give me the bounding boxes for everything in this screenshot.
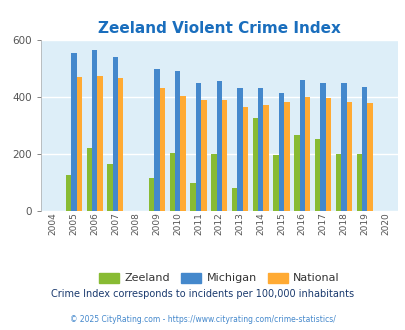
Bar [278,93,284,211]
Bar [231,188,237,211]
Bar [252,118,258,211]
Bar [154,69,159,211]
Bar [107,164,113,211]
Bar [118,78,123,211]
Bar [263,105,268,211]
Bar [273,154,278,211]
Bar [190,182,195,211]
Bar [356,154,361,211]
Bar [77,77,82,211]
Bar [211,154,216,211]
Bar [367,103,372,211]
Bar [299,80,304,211]
Bar [346,102,351,211]
Bar [320,83,325,211]
Bar [200,100,206,211]
Bar [169,152,175,211]
Bar [325,98,330,211]
Bar [113,57,118,211]
Bar [258,88,263,211]
Bar [304,97,310,211]
Bar [335,154,340,211]
Bar [284,102,289,211]
Text: Crime Index corresponds to incidents per 100,000 inhabitants: Crime Index corresponds to incidents per… [51,289,354,299]
Bar [314,139,320,211]
Bar [361,87,367,211]
Bar [92,50,97,211]
Legend: Zeeland, Michigan, National: Zeeland, Michigan, National [94,268,343,288]
Bar [149,178,154,211]
Bar [340,83,346,211]
Bar [86,148,92,211]
Bar [242,107,247,211]
Title: Zeeland Violent Crime Index: Zeeland Violent Crime Index [98,21,340,36]
Bar [175,71,180,211]
Text: © 2025 CityRating.com - https://www.cityrating.com/crime-statistics/: © 2025 CityRating.com - https://www.city… [70,315,335,324]
Bar [97,76,102,211]
Bar [222,100,227,211]
Bar [216,81,222,211]
Bar [159,88,164,211]
Bar [195,83,200,211]
Bar [71,53,77,211]
Bar [66,176,71,211]
Bar [237,88,242,211]
Bar [294,135,299,211]
Bar [180,96,185,211]
